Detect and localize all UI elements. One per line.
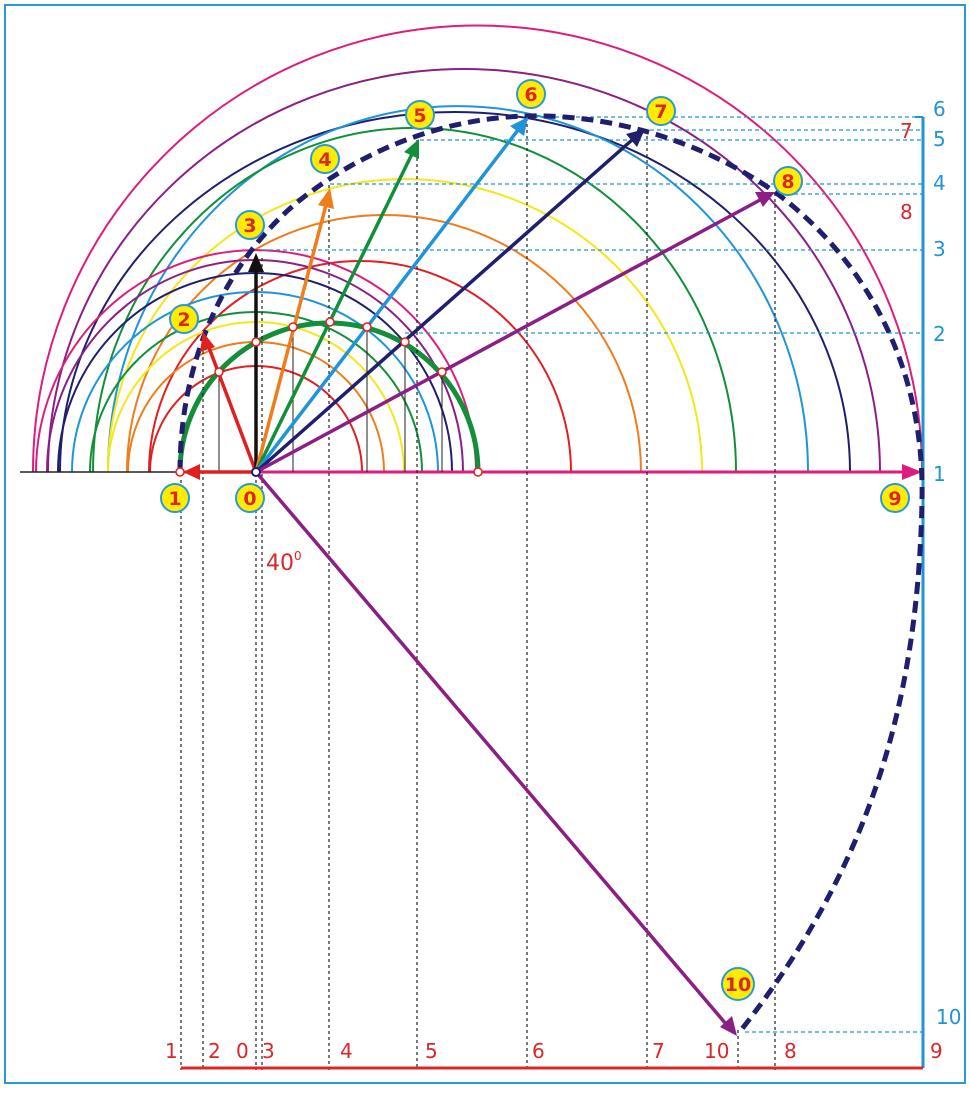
- arc-navy-outer: [59, 111, 851, 473]
- svg-text:4: 4: [318, 149, 331, 171]
- svg-text:3: 3: [243, 215, 256, 237]
- svg-text:2: 2: [177, 309, 190, 331]
- marker-7: 7: [646, 96, 676, 126]
- vector-4: [254, 204, 328, 473]
- bottom-label-0: 0: [236, 1039, 249, 1063]
- origin-dot: [251, 467, 261, 477]
- inner-verticals: [218, 327, 443, 472]
- vector-7: [254, 138, 634, 474]
- projection-horizontals: [262, 116, 922, 1033]
- svg-text:8: 8: [781, 171, 794, 193]
- marker-4: 4: [310, 144, 340, 174]
- baseline-arrowhead: [902, 464, 922, 480]
- svg-text:0: 0: [243, 488, 256, 510]
- arc-yellow-outer: [107, 178, 703, 473]
- marker-10: 10: [721, 967, 755, 1001]
- vector-6: [254, 128, 520, 474]
- right-label-8: 8: [900, 200, 913, 224]
- right-label-4: 4: [933, 171, 946, 195]
- arc-lightblue-outer: [107, 105, 809, 473]
- svg-text:9: 9: [888, 488, 901, 510]
- arc-orange-outer: [126, 214, 642, 473]
- point-markers: 0 1 2 3 4 5 6 7: [160, 79, 910, 1001]
- marker-5: 5: [405, 100, 435, 130]
- vectors: [183, 117, 775, 1036]
- projection-verticals: [180, 118, 776, 1070]
- svg-text:10: 10: [725, 974, 751, 996]
- bottom-label-7: 7: [652, 1039, 665, 1063]
- right-label-3: 3: [933, 237, 946, 261]
- angle-label: 400: [266, 549, 302, 576]
- svg-text:5: 5: [413, 105, 426, 127]
- svg-text:7: 7: [654, 101, 667, 123]
- marker-1: 1: [160, 483, 190, 513]
- vector-2: [206, 344, 258, 473]
- bottom-label-6: 6: [532, 1039, 545, 1063]
- frame-border: [4, 4, 966, 1084]
- intersection-dots: [175, 317, 483, 477]
- bottom-label-2: 2: [208, 1039, 221, 1063]
- svg-text:1: 1: [168, 488, 181, 510]
- marker-9: 9: [880, 483, 910, 513]
- right-label-6: 6: [933, 97, 946, 121]
- bottom-label-8: 8: [784, 1039, 797, 1063]
- outer-arcs: [32, 24, 923, 473]
- marker-8: 8: [773, 166, 803, 196]
- bottom-label-4: 4: [340, 1039, 353, 1063]
- trajectory-dashed: [177, 113, 925, 1036]
- right-labels: 6 7 5 4 8 3 2 1 10: [900, 97, 961, 1029]
- svg-text:6: 6: [524, 84, 537, 106]
- marker-2: 2: [169, 304, 199, 334]
- marker-3: 3: [235, 210, 265, 240]
- marker-6: 6: [516, 79, 546, 109]
- bottom-label-10: 10: [704, 1039, 729, 1063]
- vector-5: [254, 153, 414, 473]
- bottom-label-1: 1: [165, 1039, 178, 1063]
- right-label-1: 1: [933, 462, 946, 486]
- bottom-label-9: 9: [930, 1039, 943, 1063]
- marker-0: 0: [235, 483, 265, 513]
- arc-purple-outer: [47, 68, 881, 473]
- vector-8: [255, 198, 761, 474]
- right-label-10: 10: [936, 1005, 961, 1029]
- arc-magenta-outer: [32, 24, 923, 473]
- vector-10: [254, 470, 728, 1026]
- right-label-7: 7: [900, 119, 913, 143]
- bottom-label-3: 3: [262, 1039, 275, 1063]
- right-label-2: 2: [933, 322, 946, 346]
- bottom-label-5: 5: [425, 1039, 438, 1063]
- right-label-5: 5: [933, 127, 946, 151]
- bottom-labels: 1 2 0 3 4 5 6 7 10 8 9: [165, 1039, 943, 1063]
